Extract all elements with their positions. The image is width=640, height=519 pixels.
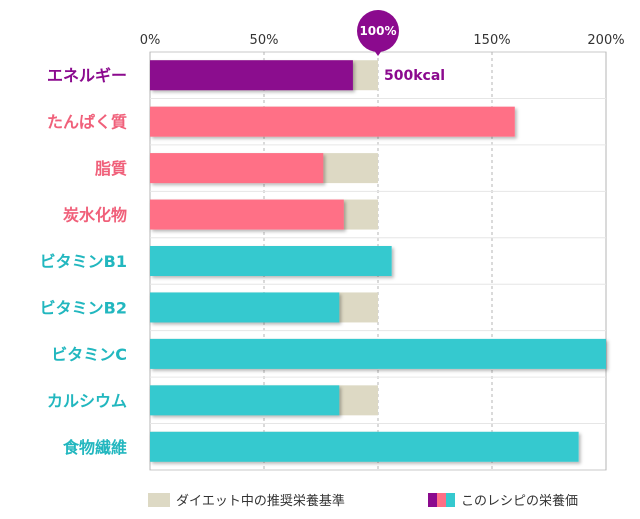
tick-label: 100% xyxy=(359,24,396,38)
category-label: 炭水化物 xyxy=(63,206,127,225)
category-label: ビタミンB2 xyxy=(40,298,127,317)
category-label: カルシウム xyxy=(47,391,127,410)
legend-item-reference: ダイエット中の推奨栄養基準 xyxy=(148,490,345,509)
highlight-tick-badge xyxy=(357,10,399,52)
tick-label: 200% xyxy=(587,33,624,48)
category-label: ビタミンB1 xyxy=(40,252,127,271)
recipe-bar xyxy=(150,385,340,416)
legend-item-recipe: このレシピの栄養価 xyxy=(428,490,578,509)
recipe-bar xyxy=(150,153,324,184)
chart-legend: ダイエット中の推奨栄養基準 このレシピの栄養価 xyxy=(0,486,640,510)
recipe-bar xyxy=(150,431,579,462)
recipe-bar xyxy=(150,106,515,137)
legend-swatch-recipe xyxy=(428,492,455,507)
category-label: たんぱく質 xyxy=(47,113,127,132)
legend-label-recipe: このレシピの栄養価 xyxy=(461,494,579,509)
tick-label: 0% xyxy=(140,33,161,48)
legend-swatch-segment xyxy=(437,492,446,507)
category-label: 脂質 xyxy=(95,159,127,178)
category-label: 食物繊維 xyxy=(62,438,127,457)
legend-swatch-segment xyxy=(446,492,455,507)
recipe-bar xyxy=(150,60,353,91)
legend-label-reference: ダイエット中の推奨栄養基準 xyxy=(176,494,345,509)
tick-label: 50% xyxy=(250,33,279,48)
legend-swatch-segment xyxy=(428,492,437,507)
recipe-bar xyxy=(150,292,340,323)
category-label: ビタミンC xyxy=(51,345,127,364)
legend-swatch-reference xyxy=(148,492,170,507)
recipe-bar xyxy=(150,199,344,230)
category-label: エネルギー xyxy=(47,66,127,85)
recipe-bar xyxy=(150,338,606,369)
recipe-bar xyxy=(150,246,392,276)
data-label: 500kcal xyxy=(384,68,445,84)
tick-label: 150% xyxy=(473,33,510,48)
